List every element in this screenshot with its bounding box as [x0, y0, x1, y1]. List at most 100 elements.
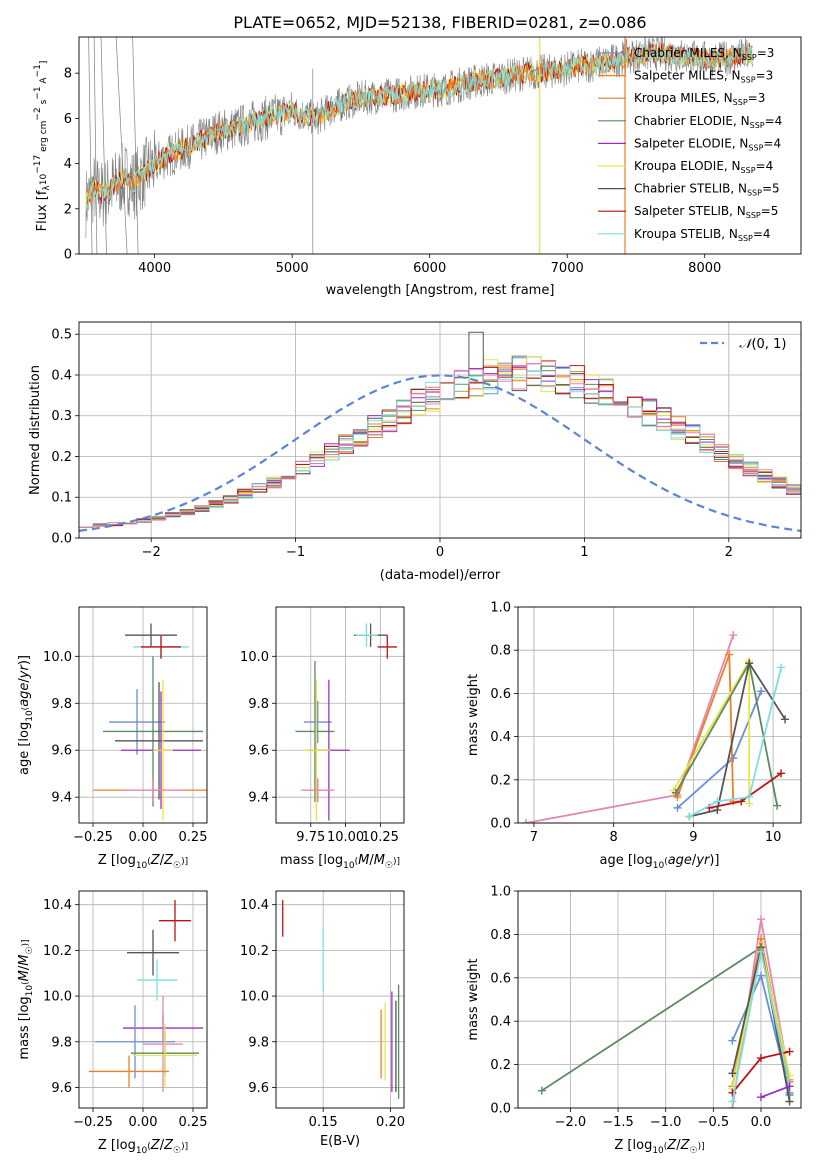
legend-tail: =4 — [753, 227, 771, 241]
x-axis-label: Z [log10(Z/Z☉)] — [98, 1138, 188, 1156]
mass_vs_ebv-panel: 0.15 0.20 9.6 9.8 10.0 10.2 10.4 E(B-V) — [240, 890, 405, 1149]
label-part: )] — [393, 857, 400, 867]
y-tick-label: 0.0 — [51, 532, 72, 547]
y-tick-label: 1.0 — [490, 885, 511, 900]
errorbar-point — [137, 959, 177, 1001]
y-tick-label: 1.0 — [490, 601, 511, 616]
label-part: log — [116, 1138, 136, 1153]
label-part: ( — [664, 857, 668, 867]
label-part: M — [358, 853, 369, 868]
histogram-step-line — [79, 363, 801, 528]
errorbar-point — [115, 682, 203, 800]
weight-point-marker — [781, 715, 790, 724]
x-tick-label: 0.25 — [179, 1115, 208, 1130]
gaussian-legend-label: 𝒩(0, 1) — [739, 337, 786, 352]
y-tick-label: 0.4 — [51, 368, 72, 383]
label-part: / — [160, 1138, 165, 1153]
histogram-step-line — [79, 364, 801, 528]
spectrum-plot-area — [85, 37, 753, 254]
label-part: M — [17, 970, 32, 981]
label-part: age — [17, 683, 32, 707]
legend-entry: Chabrier ELODIE, NSSP=4 — [634, 114, 782, 130]
mass_vs_Z-panel: −0.25 0.00 0.259.69.810.010.210.4Z [log10(… — [17, 890, 208, 1156]
y-axis-label: age [log10(age/yr)] — [17, 655, 35, 775]
weight-point-marker — [756, 1093, 765, 1102]
weight-point-marker — [713, 797, 722, 806]
legend-tail: =3 — [756, 69, 774, 83]
weight-point-marker — [728, 1088, 737, 1097]
spectrum-spike — [100, 37, 107, 254]
weight-point-marker — [773, 801, 782, 810]
label-part: Z — [150, 853, 161, 868]
y-tick-label: 9.8 — [51, 1035, 72, 1050]
weight-point-marker — [713, 806, 722, 815]
weight-point-marker — [537, 1086, 546, 1095]
label-part: Z [ — [614, 1138, 632, 1153]
weight-point-marker — [756, 971, 765, 980]
x-tick-label: −2 — [142, 545, 161, 560]
legend-tail: =4 — [765, 114, 783, 128]
weight-point-marker — [673, 793, 682, 802]
x-tick-label: 0.25 — [179, 830, 208, 845]
legend-entry: Kroupa STELIB, NSSP=4 — [634, 227, 771, 243]
x-tick-label: 7000 — [551, 261, 584, 276]
x-tick-label: −0.25 — [73, 1115, 113, 1130]
legend-text: Kroupa STELIB, N — [634, 227, 738, 241]
x-tick-label: 7 — [530, 830, 538, 845]
legend-tail: =3 — [748, 91, 766, 105]
legend-text: Chabrier MILES, N — [634, 46, 742, 60]
label-part: 10 — [25, 985, 35, 997]
label-part: / — [676, 1138, 681, 1153]
weight-point-marker — [728, 1097, 737, 1106]
x-axis-label: age [log10(age/yr)] — [599, 853, 719, 871]
errorbar-point — [143, 996, 183, 1093]
axes-frame — [275, 606, 405, 824]
label-part: Flux [f — [35, 190, 50, 231]
y-tick-label: 9.6 — [51, 744, 72, 759]
y-tick-label: 9.8 — [51, 697, 72, 712]
x-tick-label: 0.0 — [751, 1115, 772, 1130]
label-part: A — [39, 77, 49, 87]
label-part: s — [39, 99, 49, 107]
label-part: M — [374, 853, 385, 868]
label-part: λ — [42, 185, 52, 191]
label-part: −2 — [33, 107, 43, 120]
errorbar-plot-area — [89, 900, 203, 1093]
label-part: ( — [147, 1142, 151, 1152]
legend-entry: Chabrier STELIB, NSSP=5 — [634, 182, 780, 198]
y-tick-label: 0.2 — [490, 1058, 511, 1073]
x-tick-label: −1 — [286, 545, 305, 560]
legend-tail: =4 — [763, 136, 781, 150]
y-tick-label: 10.2 — [240, 944, 269, 959]
histogram-step-line — [79, 365, 801, 528]
label-part: Z — [680, 1138, 691, 1153]
x-tick-label: −1.0 — [650, 1115, 682, 1130]
legend-entry: Salpeter MILES, NSSP=3 — [634, 69, 773, 85]
x-axis-label: mass [log10(M/M☉)] — [280, 853, 400, 871]
errorbar-point — [125, 623, 177, 647]
residuals-panel: −2 −1 0 1 2 0.0 0.1 0.2 0.3 0.4 0.5 𝒩(0, 1) (data-mo… — [28, 321, 802, 583]
y-tick-label: 0.3 — [51, 409, 72, 424]
weight-point-marker — [673, 803, 682, 812]
label-part: 10 — [343, 861, 355, 871]
y-tick-label: 10.2 — [43, 944, 72, 959]
y-tick-label: 0.4 — [490, 730, 511, 745]
label-part: Z — [163, 1138, 174, 1153]
figure-title: PLATE=0652, MJD=52138, FIBERID=0281, z=0… — [233, 13, 646, 32]
y-tick-label: 4 — [64, 157, 72, 172]
axes-frame — [517, 890, 802, 1109]
legend-text: Salpeter STELIB, N — [634, 204, 746, 218]
y-axis-label: mass [log10(M/M☉)] — [17, 939, 35, 1059]
label-part: −1 — [33, 86, 43, 99]
weight-plot-area — [537, 915, 794, 1108]
legend-sub: SSP — [750, 121, 765, 130]
label-part: log — [323, 853, 343, 868]
y-tick-label: 2 — [64, 202, 72, 217]
label-part: 10 — [652, 1146, 664, 1156]
label-part: ( — [21, 707, 31, 711]
y-tick-label: 0.0 — [490, 1102, 511, 1117]
label-part: yr — [695, 853, 711, 868]
label-part: )] — [17, 655, 32, 665]
label-part: −17 — [33, 155, 43, 174]
x-axis-label: Z [log10(Z/Z☉)] — [98, 853, 188, 871]
